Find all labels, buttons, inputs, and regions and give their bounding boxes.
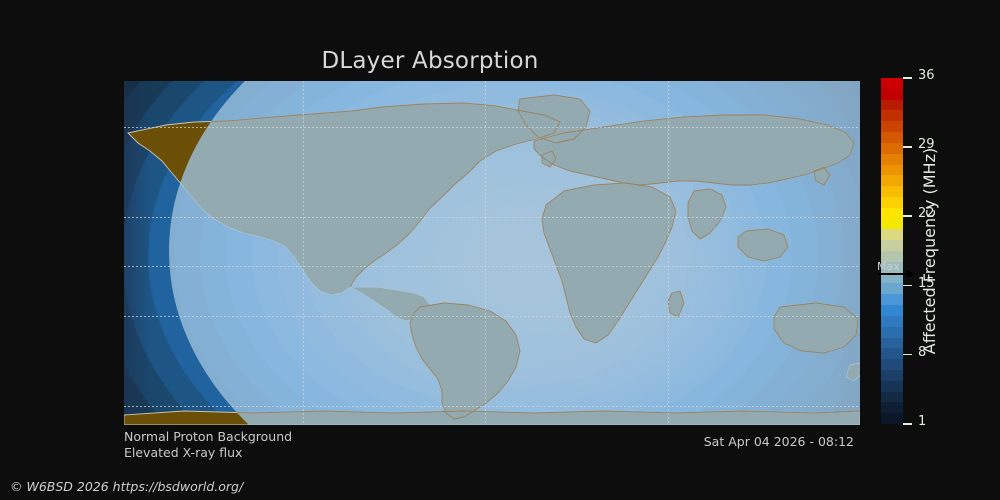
colorbar-band-13 xyxy=(881,272,903,284)
page-title: DLayer Absorption xyxy=(321,48,539,74)
colorbar-band-31 xyxy=(881,78,903,89)
absorption-wash xyxy=(169,81,860,425)
colorbar-band-14 xyxy=(881,261,903,273)
colorbar-tick-dash xyxy=(903,423,912,425)
map-panel[interactable] xyxy=(124,81,860,425)
colorbar-band-0 xyxy=(881,413,903,424)
colorbar-band-23 xyxy=(881,164,903,176)
colorbar-tick-dash xyxy=(903,77,912,79)
colorbar-band-20 xyxy=(881,196,903,208)
colorbar-tick-dash xyxy=(903,284,912,287)
colorbar-band-29 xyxy=(881,99,903,111)
coastline-layer xyxy=(124,81,860,425)
status-notes: Normal Proton Background Elevated X-ray … xyxy=(124,429,292,461)
colorbar-tick-label: 36 xyxy=(918,68,935,83)
colorbar-band-8 xyxy=(881,326,903,338)
colorbar-band-18 xyxy=(881,218,903,230)
colorbar[interactable] xyxy=(881,78,903,424)
note-proton-background: Normal Proton Background xyxy=(124,429,293,444)
colorbar-tick-dash xyxy=(903,146,912,148)
colorbar-tick-group: 1 8 15 22 29 36 xyxy=(903,69,963,428)
colorbar-band-26 xyxy=(881,132,903,143)
colorbar-band-2 xyxy=(881,391,903,403)
colorbar-band-11 xyxy=(881,294,903,306)
colorbar-band-21 xyxy=(881,186,903,197)
colorbar-tick-label: 29 xyxy=(918,137,935,153)
colorbar-tick-dash xyxy=(903,353,912,356)
colorbar-tick-label: 15 xyxy=(918,275,935,291)
colorbar-band-12 xyxy=(881,283,903,295)
colorbar-band-6 xyxy=(881,348,903,360)
colorbar-band-19 xyxy=(881,207,903,219)
colorbar-tick-label: 1 xyxy=(918,414,927,429)
colorbar-band-3 xyxy=(881,380,903,392)
colorbar-band-17 xyxy=(881,229,903,241)
colorbar-tick-label: 22 xyxy=(918,206,935,222)
colorbar-band-28 xyxy=(881,110,903,122)
colorbar-gradient xyxy=(881,78,903,424)
credit-line: © W6BSD 2026 https://bsdworld.org/ xyxy=(10,479,244,494)
colorbar-band-7 xyxy=(881,337,903,349)
colorbar-band-24 xyxy=(881,153,903,165)
colorbar-band-5 xyxy=(881,359,903,370)
colorbar-band-1 xyxy=(881,402,903,414)
colorbar-band-25 xyxy=(881,142,903,154)
colorbar-band-30 xyxy=(881,88,903,100)
colorbar-band-15 xyxy=(881,251,903,262)
note-xray-flux: Elevated X-ray flux xyxy=(124,445,243,460)
colorbar-band-22 xyxy=(881,175,903,187)
colorbar-axis-label: Affected Frequency (MHz) xyxy=(920,147,939,355)
colorbar-tick-label: 8 xyxy=(918,344,927,360)
colorbar-band-10 xyxy=(881,305,903,316)
timestamp: Sat Apr 04 2026 - 08:12 xyxy=(703,434,854,449)
colorbar-band-4 xyxy=(881,369,903,381)
colorbar-band-9 xyxy=(881,315,903,327)
colorbar-band-16 xyxy=(881,240,903,251)
colorbar-tick-dash xyxy=(903,215,912,217)
colorbar-band-27 xyxy=(881,121,903,133)
